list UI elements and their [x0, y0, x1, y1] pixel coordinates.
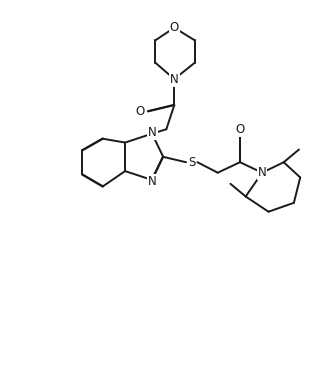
Text: S: S: [188, 156, 196, 169]
Text: O: O: [170, 21, 179, 34]
Text: O: O: [135, 105, 145, 118]
Text: N: N: [170, 72, 179, 86]
Text: N: N: [148, 175, 157, 188]
Text: O: O: [235, 123, 244, 137]
Text: N: N: [258, 166, 267, 179]
Text: N: N: [148, 126, 157, 139]
